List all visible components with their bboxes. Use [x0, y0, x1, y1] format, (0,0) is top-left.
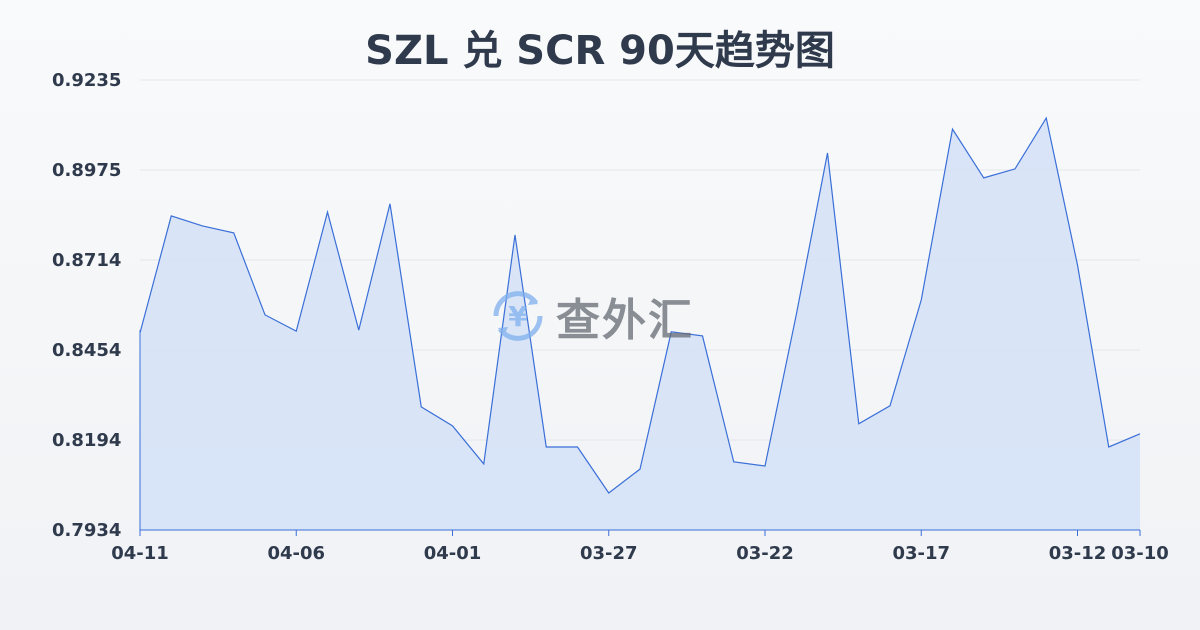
y-tick-label: 0.7934 — [52, 520, 121, 541]
y-tick-label: 0.9235 — [52, 70, 121, 91]
x-tick-label: 04-01 — [424, 543, 482, 564]
x-tick-label: 04-06 — [267, 543, 325, 564]
x-tick-label: 03-27 — [580, 543, 638, 564]
x-tick-label: 03-12 — [1049, 543, 1107, 564]
chart-title: SZL 兑 SCR 90天趋势图 — [365, 28, 835, 74]
y-tick-label: 0.8714 — [52, 250, 121, 271]
yen-exchange-icon: ¥ — [493, 291, 543, 341]
y-tick-label: 0.8454 — [52, 340, 121, 361]
x-tick-label: 04-11 — [111, 543, 169, 564]
watermark-text: 查外汇 — [556, 295, 694, 346]
x-tick-label: 03-22 — [736, 543, 794, 564]
watermark: ¥ 查外汇 — [488, 284, 694, 348]
svg-text:¥: ¥ — [508, 300, 528, 333]
x-tick-label: 03-10 — [1111, 543, 1169, 564]
y-tick-label: 0.8194 — [52, 430, 121, 451]
x-tick-label: 03-17 — [892, 543, 950, 564]
y-tick-label: 0.8975 — [52, 160, 121, 181]
area-fill — [140, 118, 1140, 530]
